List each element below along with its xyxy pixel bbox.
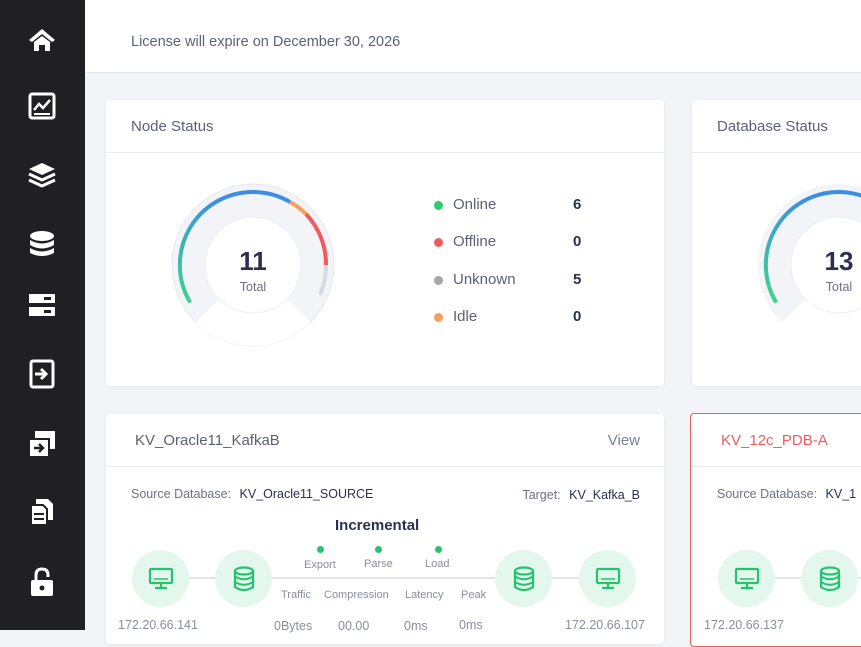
node-status-header: Node Status [106, 100, 664, 153]
metric-compression-value: 00.00 [338, 619, 370, 633]
legend-idle-value: 0 [573, 308, 582, 325]
monitor-icon [595, 567, 620, 589]
legend-offline-value: 0 [573, 233, 582, 250]
sync-icon [28, 431, 55, 458]
db-donut-chart-graphic [758, 184, 861, 346]
home-icon [29, 29, 55, 51]
task-2-source-label: Source Database: [717, 487, 818, 501]
sidebar-item-home[interactable] [22, 20, 62, 60]
task-card-kv-12c-pdb-a: KV_12c_PDB-A Source Database: KV_1 172.2… [690, 413, 861, 647]
task-card-header: KV_Oracle11_KafkaB View [106, 414, 664, 467]
sidebar-item-import[interactable] [22, 354, 62, 394]
chart-icon [28, 92, 56, 120]
online-dot [434, 201, 443, 210]
lock-icon [31, 567, 53, 596]
monitor-icon [148, 567, 173, 589]
legend-unknown: Unknown 5 [434, 270, 594, 290]
load-status-dot [435, 546, 442, 553]
stage-parse: Parse [364, 558, 393, 570]
offline-dot [434, 238, 443, 247]
export-status-dot [317, 546, 324, 553]
target-value: KV_Kafka_B [569, 488, 640, 502]
metric-compression-label: Compression [324, 589, 389, 601]
license-notice: License will expire on December 30, 2026 [131, 34, 401, 50]
source-database-value: KV_Oracle11_SOURCE [239, 487, 374, 501]
layers-icon [28, 163, 56, 188]
database-icon [30, 231, 54, 256]
sidebar-item-sync[interactable] [22, 424, 62, 464]
task-2-source-value: KV_1 [825, 487, 857, 501]
top-bar: License will expire on December 30, 2026 [85, 0, 861, 73]
source-database-label: Source Database: [131, 487, 232, 501]
server-icon [29, 294, 55, 316]
metric-latency-value: 0ms [404, 619, 428, 633]
node-status-card: Node Status 11 Total Online 6 [106, 100, 664, 386]
legend-idle: Idle 0 [434, 307, 594, 327]
stage-load: Load [425, 558, 450, 570]
database-icon [513, 565, 534, 591]
donut-chart-graphic [171, 183, 335, 347]
database-status-header: Database Status [692, 100, 861, 153]
database-icon [233, 565, 254, 591]
sidebar-item-servers[interactable] [22, 285, 62, 325]
metric-peak-value: 0ms [459, 618, 483, 632]
source-database-node[interactable] [215, 550, 272, 607]
legend-unknown-value: 5 [573, 271, 582, 288]
task-2-name: KV_12c_PDB-A [721, 432, 828, 449]
database-status-card: Database Status 13 Total [692, 100, 861, 386]
metric-latency-label: Latency [405, 589, 444, 601]
target-host-node[interactable] [579, 550, 636, 607]
metric-peak-label: Peak [461, 589, 487, 601]
database-icon [819, 565, 840, 591]
flow-line [162, 577, 602, 579]
sidebar-item-monitor[interactable] [22, 86, 62, 126]
target-label: Target: [522, 488, 561, 502]
target-row: Target: KV_Kafka_B [522, 486, 640, 504]
monitor-icon [734, 567, 759, 589]
task-card-2-header: KV_12c_PDB-A [691, 414, 861, 467]
task-name: KV_Oracle11_KafkaB [135, 432, 280, 449]
database-total-label: Total [825, 280, 853, 294]
target-ip: 172.20.66.107 [565, 618, 645, 632]
task-2-source-host-node[interactable] [718, 550, 775, 607]
node-total-label: Total [239, 280, 267, 294]
sidebar-item-lock[interactable] [22, 562, 62, 602]
legend-offline: Offline 0 [434, 232, 594, 252]
metric-traffic-value: 0Bytes [274, 619, 313, 633]
legend-online-value: 6 [573, 196, 582, 213]
task-2-source-row: Source Database: KV_1 [717, 485, 856, 503]
node-status-donut: 11 Total [168, 180, 338, 350]
parse-status-dot [375, 546, 382, 553]
legend-offline-label: Offline [453, 233, 497, 250]
source-database-row: Source Database: KV_Oracle11_SOURCE [131, 485, 373, 503]
legend-idle-label: Idle [453, 308, 478, 325]
stage-export: Export [304, 559, 336, 571]
idle-dot [434, 313, 443, 322]
node-status-title: Node Status [131, 118, 214, 135]
node-total-value: 11 [239, 246, 267, 276]
sidebar-item-documents[interactable] [22, 492, 62, 532]
sidebar-item-layers[interactable] [22, 155, 62, 195]
legend-online: Online 6 [434, 195, 594, 215]
database-status-title: Database Status [717, 118, 828, 135]
task-card-kv-oracle11-kafkab: KV_Oracle11_KafkaB View Source Database:… [106, 414, 664, 644]
legend-unknown-label: Unknown [453, 271, 516, 288]
task-mode: Incremental [335, 517, 420, 534]
import-icon [29, 359, 55, 389]
task-2-source-database-node[interactable] [801, 550, 858, 607]
documents-icon [30, 499, 53, 526]
metric-traffic-label: Traffic [281, 589, 311, 601]
unknown-dot [434, 276, 443, 285]
legend-online-label: Online [453, 196, 497, 213]
sidebar [0, 0, 85, 630]
view-button[interactable]: View [607, 432, 640, 449]
task-2-source-ip: 172.20.66.137 [704, 618, 784, 632]
source-ip: 172.20.66.141 [118, 618, 198, 632]
database-total-value: 13 [824, 246, 854, 276]
source-host-node[interactable] [132, 550, 189, 607]
database-status-donut: 13 Total [754, 180, 861, 350]
target-database-node[interactable] [495, 550, 552, 607]
sidebar-item-database[interactable] [22, 224, 62, 264]
